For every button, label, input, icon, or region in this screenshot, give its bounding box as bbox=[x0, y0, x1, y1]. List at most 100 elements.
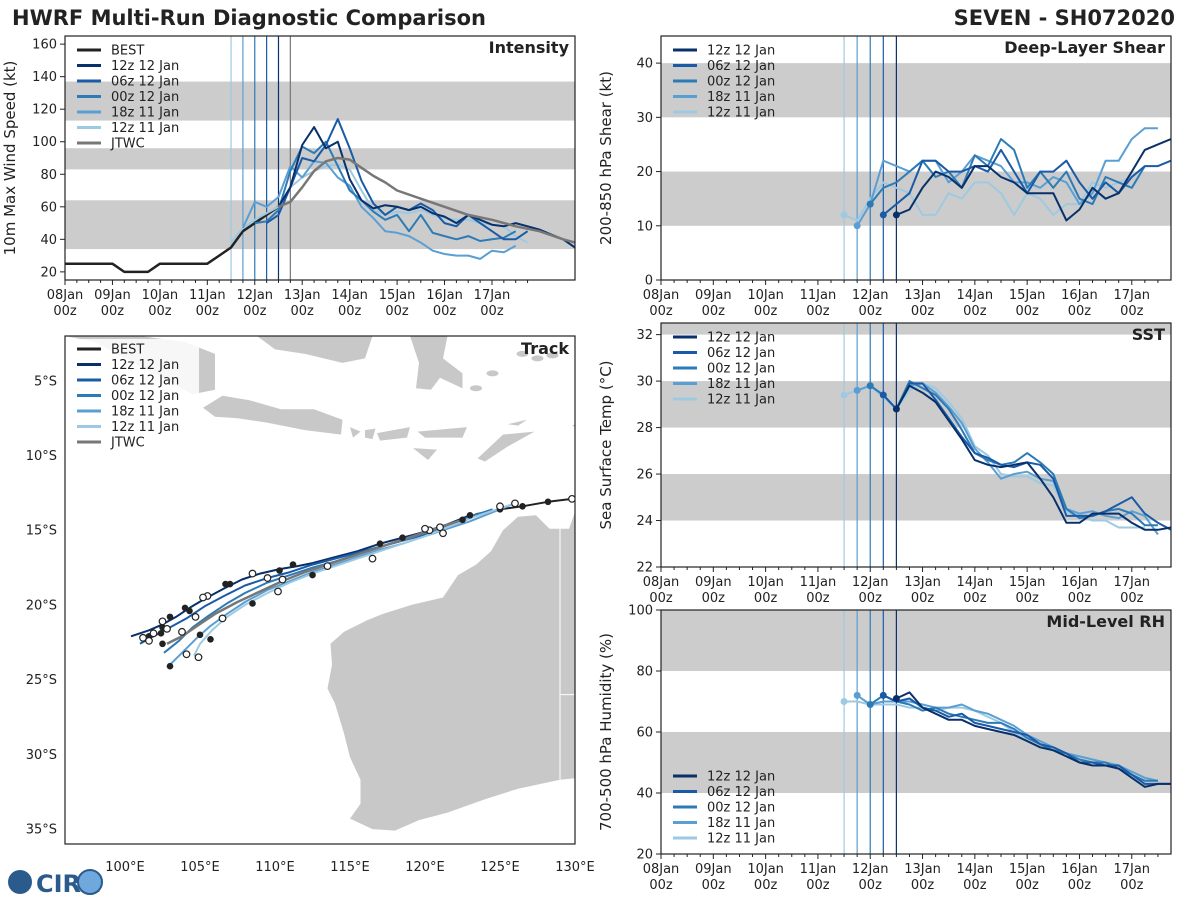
track-position-marker-00z bbox=[376, 540, 384, 547]
track-legend-label-12z-11-jan: 12z 11 Jan bbox=[111, 420, 179, 435]
shear-title: Deep-Layer Shear bbox=[1004, 38, 1165, 57]
track-position-marker-12z bbox=[139, 633, 147, 642]
track-lon-label: 115°E bbox=[330, 860, 370, 875]
track-lat-label: 35°S bbox=[26, 823, 57, 838]
shear-xtick-label: 11Jan bbox=[800, 288, 837, 303]
shear-xtick-label: 14Jan bbox=[957, 288, 994, 303]
shear-ytick-label: 30 bbox=[636, 111, 653, 126]
intensity-xtick-label: 00z bbox=[385, 304, 409, 319]
rh-xtick-label: 00z bbox=[806, 878, 830, 893]
track-position-marker-12z bbox=[194, 653, 203, 662]
track-position-marker-00z bbox=[166, 662, 174, 670]
sst-xtick-label: 12Jan bbox=[852, 575, 889, 590]
intensity-series-best bbox=[65, 205, 280, 274]
shear-legend-label-18z-11-jan: 18z 11 Jan bbox=[707, 90, 775, 105]
track-line-jtwc bbox=[166, 518, 463, 645]
track-position-marker-12z bbox=[191, 612, 200, 621]
intensity-xtick-label: 08Jan bbox=[47, 288, 84, 303]
track-position-marker-00z bbox=[222, 580, 229, 588]
sst-xtick-label: 00z bbox=[754, 591, 778, 606]
shear-xtick-label: 00z bbox=[1120, 304, 1144, 319]
shear-xtick-label: 08Jan bbox=[643, 288, 680, 303]
track-position-marker-12z bbox=[323, 562, 332, 570]
track-lon-label: 130°E bbox=[555, 860, 595, 875]
sst-xtick-label: 00z bbox=[911, 591, 935, 606]
shear-ylabel: 200-850 hPa Shear (kt) bbox=[597, 71, 615, 245]
rh-marker-18z-11-jan bbox=[853, 691, 861, 699]
track-position-marker-12z bbox=[178, 627, 186, 636]
sst-xtick-label: 13Jan bbox=[904, 575, 941, 590]
cira-logo: CIRA bbox=[8, 869, 103, 898]
rh-xtick-label: 00z bbox=[649, 878, 673, 893]
shear-ytick-label: 10 bbox=[636, 219, 653, 234]
rh-xtick-label: 00z bbox=[963, 878, 987, 893]
rh-legend-label-00z-12-jan: 00z 12 Jan bbox=[707, 801, 775, 816]
intensity-ytick-label: 60 bbox=[40, 200, 57, 215]
rh-band-1 bbox=[661, 610, 1171, 671]
track-legend-label-00z-12-jan: 00z 12 Jan bbox=[111, 389, 179, 404]
rh-marker-12z-11-jan bbox=[840, 698, 848, 705]
rh-xtick-label: 00z bbox=[1068, 878, 1092, 893]
shear-marker-12z-12-jan bbox=[892, 211, 900, 219]
rh-legend-label-12z-11-jan: 12z 11 Jan bbox=[707, 832, 775, 847]
intensity-band-1 bbox=[65, 148, 575, 170]
globe-icon bbox=[8, 870, 32, 894]
track-lat-label: 15°S bbox=[26, 524, 57, 539]
sst-ytick-label: 32 bbox=[636, 328, 653, 343]
lesser-sunda-island-1 bbox=[365, 428, 376, 440]
track-position-marker-12z bbox=[145, 636, 153, 645]
intensity-xtick-label: 00z bbox=[101, 304, 125, 319]
intensity-xtick-label: 00z bbox=[291, 304, 315, 319]
track-lat-label: 20°S bbox=[26, 598, 57, 613]
rh-ytick-label: 20 bbox=[636, 848, 653, 863]
rh-xtick-label: 00z bbox=[1015, 878, 1039, 893]
sst-xtick-label: 08Jan bbox=[643, 575, 680, 590]
sst-xtick-label: 15Jan bbox=[1009, 575, 1046, 590]
sst-xtick-label: 09Jan bbox=[695, 575, 732, 590]
intensity-series-00z-12-jan bbox=[254, 140, 517, 242]
intensity-legend-label-jtwc: JTWC bbox=[110, 137, 145, 152]
track-position-marker-00z bbox=[276, 567, 283, 574]
intensity-ytick-label: 100 bbox=[32, 135, 57, 150]
sst-xtick-label: 10Jan bbox=[747, 575, 784, 590]
rh-marker-12z-12-jan bbox=[892, 694, 900, 702]
intensity-xtick-label: 17Jan bbox=[474, 288, 511, 303]
shear-xtick-label: 00z bbox=[806, 304, 830, 319]
sst-marker-00z-12-jan bbox=[866, 382, 874, 390]
shear-legend-label-12z-12-jan: 12z 12 Jan bbox=[707, 44, 775, 59]
sst-xtick-label: 00z bbox=[806, 591, 830, 606]
shear-legend-label-12z-11-jan: 12z 11 Jan bbox=[707, 106, 775, 121]
track-lon-label: 105°E bbox=[180, 860, 220, 875]
rh-marker-06z-12-jan bbox=[879, 691, 887, 699]
intensity-plot-area bbox=[65, 36, 575, 280]
track-position-marker-12z bbox=[218, 614, 227, 623]
intensity-legend-label-18z-11-jan: 18z 11 Jan bbox=[111, 106, 179, 121]
small-island-1 bbox=[486, 370, 499, 377]
track-position-marker-12z bbox=[568, 494, 575, 503]
sst-xtick-label: 00z bbox=[859, 591, 883, 606]
rh-xtick-label: 00z bbox=[702, 878, 726, 893]
track-position-marker-00z bbox=[459, 516, 466, 524]
intensity-legend-label-12z-11-jan: 12z 11 Jan bbox=[111, 121, 179, 136]
lesser-sunda-island-7 bbox=[572, 424, 575, 427]
track-lat-label: 30°S bbox=[26, 748, 57, 763]
shear-band-1 bbox=[661, 63, 1171, 118]
track-lon-label: 125°E bbox=[480, 860, 520, 875]
sst-xtick-label: 00z bbox=[1068, 591, 1092, 606]
rh-ytick-label: 100 bbox=[628, 604, 653, 619]
track-position-marker-00z bbox=[249, 600, 256, 607]
lesser-sunda-island-4 bbox=[413, 448, 437, 460]
track-position-marker-12z bbox=[263, 574, 272, 582]
track-line-18z-11-jan bbox=[169, 502, 516, 666]
shear-xtick-label: 00z bbox=[649, 304, 673, 319]
intensity-xtick-label: 14Jan bbox=[331, 288, 368, 303]
track-lat-label: 5°S bbox=[34, 374, 57, 389]
lesser-sunda-island-3 bbox=[417, 427, 467, 438]
shear-series-12z-12-jan bbox=[896, 138, 1171, 222]
sst-ytick-label: 30 bbox=[636, 375, 653, 390]
rh-xtick-label: 16Jan bbox=[1061, 862, 1098, 877]
intensity-xtick-label: 00z bbox=[148, 304, 172, 319]
sst-ytick-label: 24 bbox=[636, 514, 653, 529]
track-position-marker-00z bbox=[399, 534, 406, 542]
